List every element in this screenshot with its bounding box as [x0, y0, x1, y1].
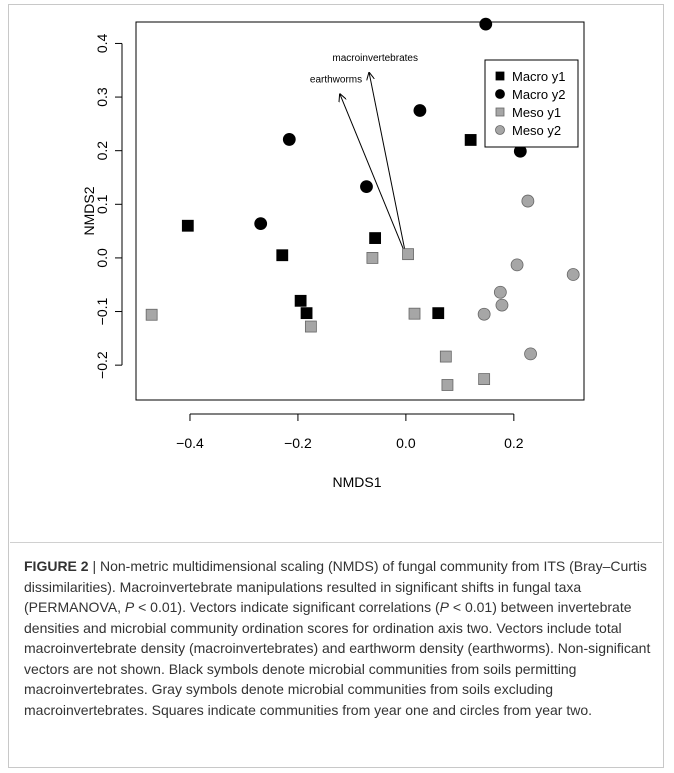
caption-divider — [10, 542, 662, 543]
point-macro-y1 — [369, 232, 382, 244]
point-meso-y1 — [304, 320, 317, 333]
y-tick-label: −0.2 — [94, 351, 110, 379]
figure-caption: FIGURE 2 | Non-metric multidimensional s… — [24, 556, 654, 754]
points-group — [145, 17, 580, 391]
point-meso-y1 — [402, 248, 414, 261]
point-macro-y1 — [181, 219, 194, 232]
point-meso-y2 — [510, 258, 524, 272]
point-macro-y2 — [360, 180, 373, 194]
x-tick-label: 0.2 — [504, 435, 524, 451]
vector-label-earthworms: earthworms — [310, 74, 362, 85]
plot-area-frame — [135, 21, 585, 401]
axes-group: −0.4 −0.2 0.0 0.2 −0.2 −0.1 0.0 0.1 0.2 0.3 0.4 — [94, 34, 524, 451]
point-macro-y1 — [276, 249, 289, 262]
point-meso-y1 — [366, 252, 379, 264]
legend-label-meso-y2: Meso y2 — [512, 123, 561, 138]
vector-arrow-earthworms — [340, 94, 407, 256]
legend-marker-macro-y1 — [495, 71, 505, 81]
caption-text-3: < 0.01) between invertebrate densities a… — [24, 599, 651, 718]
point-meso-y2 — [521, 194, 535, 208]
point-meso-y2 — [495, 298, 509, 312]
vector-label-macroinvertebrates: macroinvertebrates — [332, 53, 418, 64]
point-macro-y2 — [413, 104, 427, 117]
y-tick-label: 0.0 — [94, 248, 110, 268]
caption-separator: | — [88, 558, 100, 574]
point-meso-y1 — [408, 307, 421, 320]
point-meso-y1 — [439, 350, 452, 363]
point-macro-y1 — [300, 307, 313, 320]
y-tick-label: 0.4 — [94, 34, 110, 54]
legend-label-meso-y1: Meso y1 — [512, 105, 561, 120]
y-tick-label: 0.1 — [94, 194, 110, 214]
point-macro-y1 — [464, 134, 477, 146]
vectors-group: macroinvertebrates earthworms — [310, 53, 418, 256]
point-macro-y2 — [254, 217, 268, 231]
caption-label: FIGURE 2 — [24, 558, 89, 574]
legend-marker-meso-y2 — [495, 125, 505, 135]
legend-label-macro-y2: Macro y2 — [512, 87, 565, 102]
y-tick-label: −0.1 — [94, 298, 110, 326]
y-tick-label: 0.3 — [94, 87, 110, 107]
legend-label-macro-y1: Macro y1 — [512, 69, 565, 84]
legend-marker-macro-y2 — [495, 89, 505, 99]
x-tick-label: −0.4 — [176, 435, 204, 451]
point-meso-y1 — [145, 308, 158, 321]
legend-marker-meso-y1 — [495, 107, 505, 117]
point-meso-y2 — [477, 307, 491, 321]
vector-arrow-macroinvertebrates — [369, 73, 407, 256]
point-macro-y2 — [282, 133, 296, 146]
y-tick-label: 0.2 — [94, 141, 110, 161]
y-axis-label: NMDS2 — [81, 186, 97, 235]
point-meso-y1 — [478, 373, 491, 385]
point-meso-y1 — [441, 379, 454, 391]
x-tick-label: −0.2 — [284, 435, 312, 451]
point-macro-y1 — [432, 307, 445, 320]
caption-text-1: Non-metric multidimensional scaling (NMD… — [24, 558, 647, 615]
point-macro-y2 — [479, 17, 493, 31]
legend: Macro y1 Macro y2 Meso y1 Meso y2 — [484, 59, 579, 148]
x-tick-label: 0.0 — [396, 435, 416, 451]
caption-p-1: P — [124, 599, 135, 615]
point-meso-y2 — [524, 347, 537, 361]
nmds-scatter-plot: −0.4 −0.2 0.0 0.2 −0.2 −0.1 0.0 0.1 0.2 0.3 0.4 ma… — [81, 17, 585, 490]
caption-p-2: P — [439, 599, 449, 615]
caption-text-2: < 0.01). Vectors indicate significant co… — [134, 599, 440, 615]
point-meso-y2 — [493, 285, 507, 299]
x-axis-label: NMDS1 — [332, 474, 381, 490]
point-macro-y1 — [294, 294, 307, 307]
point-meso-y2 — [566, 268, 580, 281]
